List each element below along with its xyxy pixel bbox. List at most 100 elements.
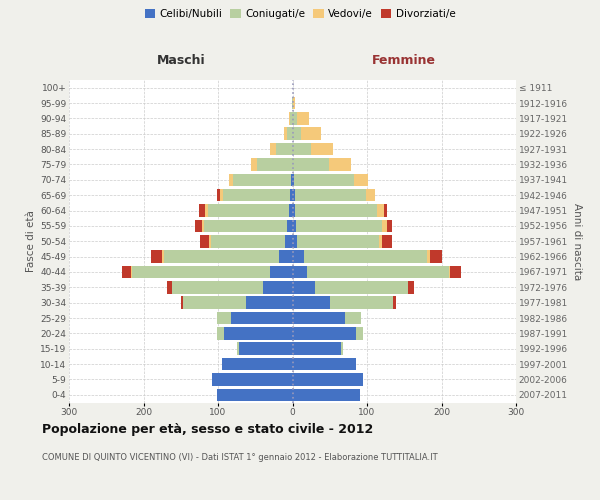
Text: COMUNE DI QUINTO VICENTINO (VI) - Dati ISTAT 1° gennaio 2012 - Elaborazione TUTT: COMUNE DI QUINTO VICENTINO (VI) - Dati I…	[42, 452, 437, 462]
Bar	[393, 296, 396, 309]
Bar	[263, 281, 293, 293]
Bar	[297, 112, 309, 124]
Bar	[247, 296, 293, 309]
Bar	[287, 220, 293, 232]
Bar	[384, 204, 387, 217]
Bar	[294, 174, 353, 186]
Text: Femmine: Femmine	[372, 54, 436, 68]
Bar	[290, 112, 293, 124]
Bar	[341, 342, 343, 355]
Bar	[217, 189, 220, 202]
Bar	[293, 189, 295, 202]
Bar	[164, 250, 279, 263]
Bar	[205, 204, 208, 217]
Bar	[344, 312, 361, 324]
Bar	[217, 388, 293, 401]
Bar	[301, 128, 321, 140]
Bar	[293, 327, 356, 340]
Bar	[366, 189, 375, 202]
Bar	[239, 342, 293, 355]
Bar	[293, 281, 315, 293]
Bar	[290, 189, 293, 202]
Bar	[387, 220, 392, 232]
Bar	[162, 250, 164, 263]
Bar	[315, 281, 408, 293]
Bar	[167, 281, 172, 293]
Bar	[131, 266, 133, 278]
Bar	[284, 128, 287, 140]
Bar	[233, 174, 291, 186]
Bar	[220, 189, 223, 202]
Bar	[291, 174, 293, 186]
Bar	[224, 327, 293, 340]
Y-axis label: Fasce di età: Fasce di età	[26, 210, 36, 272]
Bar	[297, 235, 379, 248]
Bar	[293, 96, 295, 110]
Bar	[449, 266, 451, 278]
Bar	[293, 220, 296, 232]
Bar	[217, 312, 232, 324]
Bar	[293, 388, 359, 401]
Bar	[202, 220, 204, 232]
Bar	[229, 174, 233, 186]
Bar	[293, 158, 329, 171]
Bar	[217, 327, 224, 340]
Bar	[329, 158, 352, 171]
Bar	[293, 204, 295, 217]
Bar	[293, 358, 356, 370]
Bar	[289, 112, 290, 124]
Bar	[204, 220, 287, 232]
Bar	[183, 296, 247, 309]
Bar	[307, 266, 449, 278]
Bar	[408, 281, 414, 293]
Bar	[195, 220, 202, 232]
Bar	[287, 128, 293, 140]
Bar	[209, 235, 211, 248]
Legend: Celibi/Nubili, Coniugati/e, Vedovi/e, Divorziati/e: Celibi/Nubili, Coniugati/e, Vedovi/e, Di…	[140, 5, 460, 24]
Bar	[133, 266, 270, 278]
Bar	[236, 342, 239, 355]
Bar	[211, 235, 285, 248]
Bar	[212, 373, 293, 386]
Bar	[293, 174, 294, 186]
Bar	[270, 143, 276, 156]
Bar	[199, 204, 205, 217]
Bar	[257, 158, 293, 171]
Bar	[304, 250, 427, 263]
Bar	[172, 281, 263, 293]
Bar	[382, 235, 392, 248]
Bar	[276, 143, 293, 156]
Bar	[223, 189, 290, 202]
Bar	[279, 250, 293, 263]
Bar	[293, 128, 301, 140]
Bar	[430, 250, 442, 263]
Bar	[208, 204, 289, 217]
Bar	[353, 174, 368, 186]
Bar	[427, 250, 430, 263]
Bar	[293, 250, 304, 263]
Bar	[222, 358, 293, 370]
Bar	[200, 235, 209, 248]
Bar	[311, 143, 334, 156]
Bar	[382, 220, 387, 232]
Bar	[251, 158, 257, 171]
Bar	[289, 204, 293, 217]
Bar	[293, 112, 297, 124]
Bar	[293, 312, 344, 324]
Bar	[151, 250, 162, 263]
Bar	[296, 220, 382, 232]
Bar	[293, 266, 307, 278]
Text: Maschi: Maschi	[157, 54, 205, 68]
Bar	[293, 342, 341, 355]
Bar	[356, 327, 363, 340]
Bar	[292, 96, 293, 110]
Bar	[330, 296, 393, 309]
Bar	[377, 204, 384, 217]
Text: Popolazione per età, sesso e stato civile - 2012: Popolazione per età, sesso e stato civil…	[42, 422, 373, 436]
Bar	[270, 266, 293, 278]
Bar	[295, 189, 366, 202]
Bar	[293, 373, 363, 386]
Bar	[293, 296, 330, 309]
Bar	[232, 312, 293, 324]
Bar	[379, 235, 382, 248]
